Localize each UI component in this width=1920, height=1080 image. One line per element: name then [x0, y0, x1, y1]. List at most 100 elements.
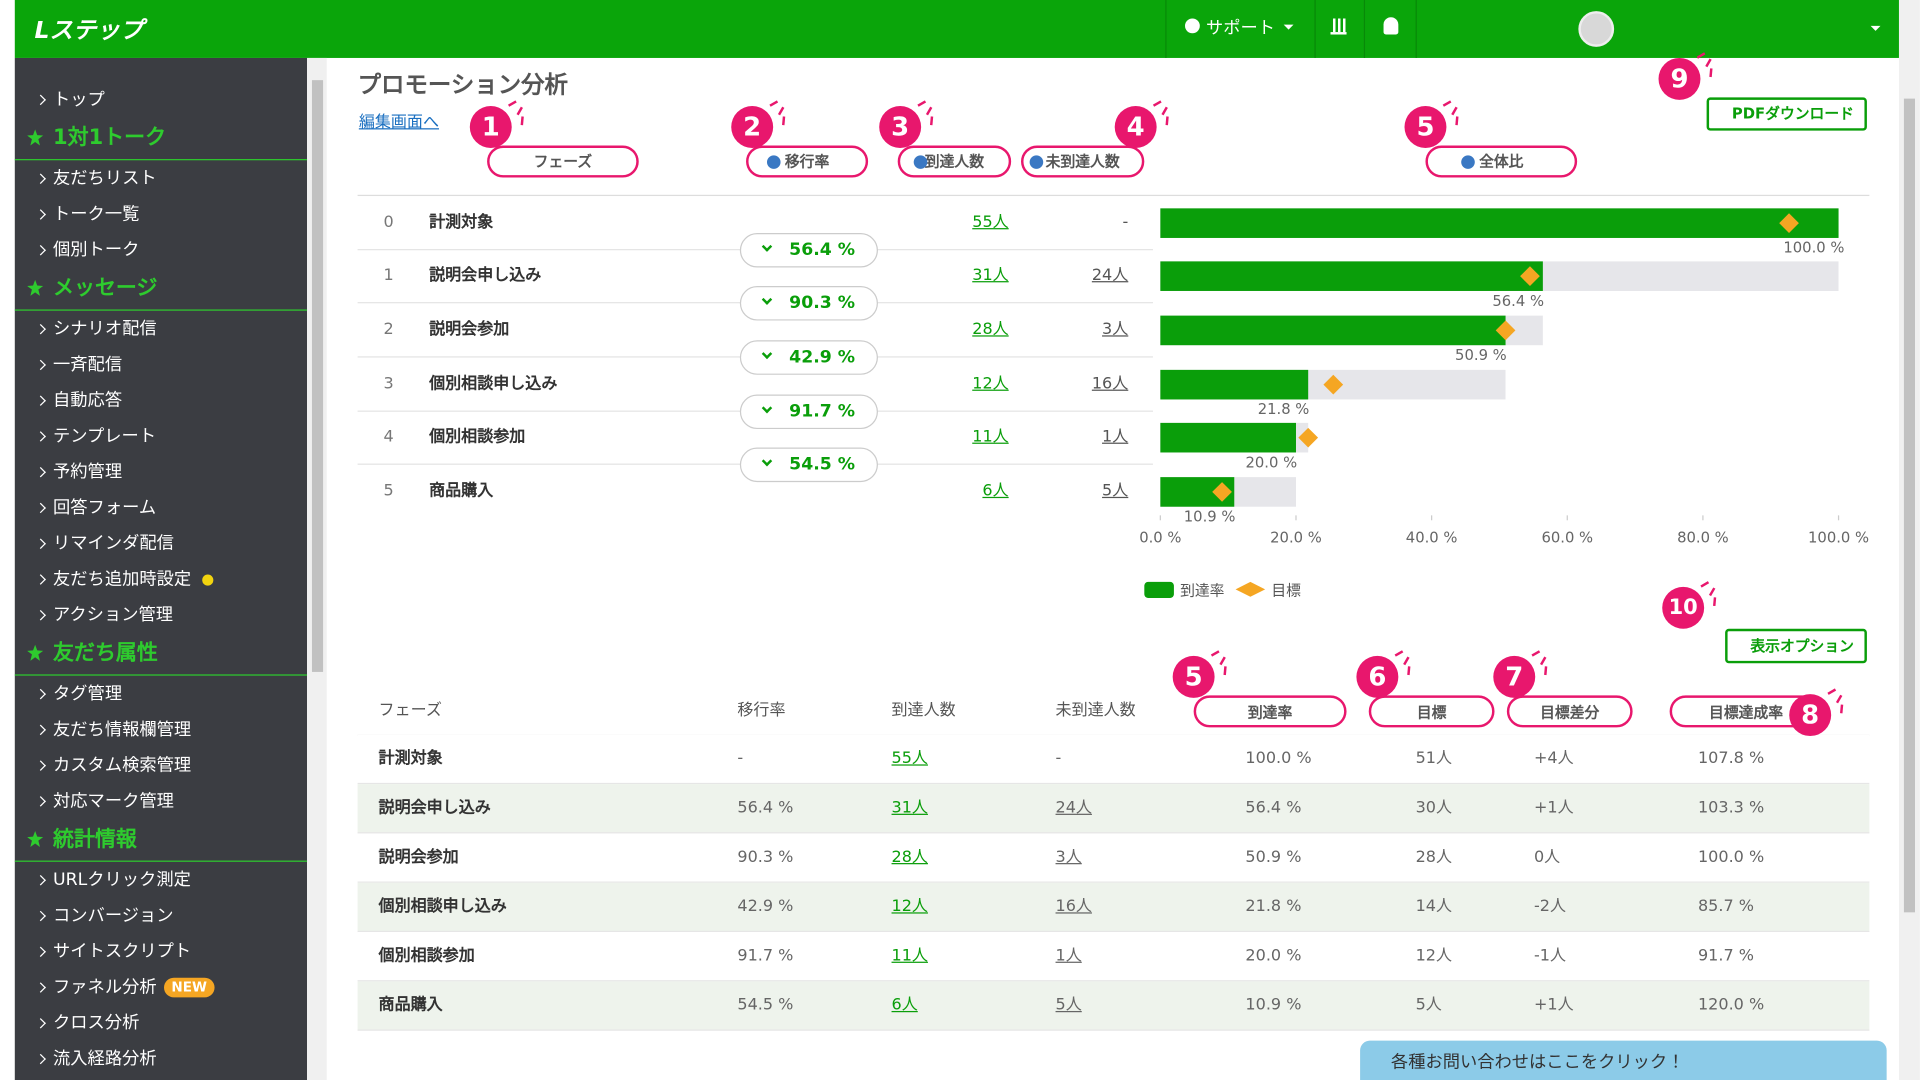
- callout-outline: [1368, 695, 1495, 728]
- cell-link[interactable]: 1人: [1055, 946, 1082, 966]
- phase-index: 0: [383, 213, 394, 232]
- cell: 50.9 %: [1245, 848, 1302, 867]
- nav-item[interactable]: 流入経路分析: [53, 1049, 157, 1069]
- cell-link[interactable]: 31人: [891, 798, 928, 818]
- x-tick-label: 60.0 %: [1541, 529, 1593, 546]
- pdf-button[interactable]: PDFダウンロード: [1706, 97, 1867, 131]
- reached-link[interactable]: 31人: [972, 266, 1009, 285]
- nav-item[interactable]: トップ: [53, 90, 105, 110]
- unreached-link[interactable]: 5人: [1102, 482, 1129, 501]
- unreached: -: [1122, 213, 1129, 232]
- unreached-link[interactable]: 1人: [1102, 427, 1129, 447]
- bar: [1160, 477, 1235, 507]
- transition-rate: 54.5 %: [789, 454, 856, 475]
- nav-item[interactable]: 予約管理: [53, 462, 123, 483]
- cell: -1人: [1533, 946, 1566, 966]
- nav-section[interactable]: メッセージ: [53, 276, 158, 301]
- nav-section[interactable]: 友だち属性: [53, 641, 158, 666]
- previous-bar: [1160, 369, 1506, 400]
- callout-badge: 5: [1172, 655, 1215, 698]
- reached-link[interactable]: 28人: [972, 320, 1009, 340]
- cell-link[interactable]: 55人: [891, 749, 928, 769]
- callout-spark: [516, 106, 523, 116]
- cell: 28人: [1415, 848, 1453, 867]
- support-menu[interactable]: サポート: [1205, 18, 1276, 39]
- scroll-thumb: [1903, 98, 1916, 913]
- table-header: 目標達成率: [1709, 703, 1784, 722]
- cell: 30人: [1415, 798, 1453, 818]
- status-dot: [202, 574, 214, 586]
- nav-item[interactable]: シナリオ配信: [53, 319, 157, 340]
- column-header: 全体比: [1479, 152, 1524, 171]
- cell-link[interactable]: 5人: [1055, 996, 1082, 1015]
- unreached-link[interactable]: 3人: [1102, 320, 1129, 340]
- transition-rate: 91.7 %: [789, 401, 856, 422]
- column-header: 到達人数: [924, 152, 985, 171]
- cell-link[interactable]: 11人: [891, 946, 928, 966]
- reached-link[interactable]: 11人: [972, 427, 1009, 447]
- nav-item[interactable]: クロス分析: [53, 1013, 140, 1034]
- reached-link[interactable]: 12人: [972, 374, 1009, 394]
- cell: 10.9 %: [1245, 996, 1302, 1015]
- cell-link[interactable]: 6人: [891, 996, 918, 1015]
- edit-link[interactable]: 編集画面へ: [358, 113, 440, 132]
- callout-spark: [1544, 666, 1548, 676]
- bar: [1160, 261, 1543, 291]
- nav-item[interactable]: サイトスクリプト: [53, 941, 192, 962]
- nav-item[interactable]: アクション管理: [53, 605, 174, 626]
- reached-link[interactable]: 55人: [972, 213, 1009, 232]
- target-marker: [1779, 213, 1799, 234]
- phase-name: 計測対象: [429, 213, 494, 232]
- cell: 計測対象: [378, 749, 443, 769]
- callout-spark: [925, 106, 933, 116]
- nav-item[interactable]: URLクリック測定: [53, 870, 191, 891]
- logo[interactable]: Lステップ: [34, 17, 144, 45]
- options-button[interactable]: 表示オプション: [1725, 628, 1867, 664]
- cell-link[interactable]: 12人: [891, 897, 928, 917]
- nav-item[interactable]: 友だちリスト: [53, 168, 157, 189]
- callout-spark: [1451, 106, 1458, 116]
- cell: 120.0 %: [1697, 996, 1765, 1015]
- cell-link[interactable]: 24人: [1055, 798, 1092, 818]
- x-tick-label: 0.0 %: [1139, 529, 1181, 546]
- cell: 100.0 %: [1245, 749, 1312, 769]
- callout-spark: [1210, 650, 1220, 657]
- callout-spark: [1700, 581, 1710, 588]
- cell: 説明会参加: [378, 848, 459, 867]
- nav-item[interactable]: テンプレート: [53, 426, 157, 447]
- caret[interactable]: [1870, 25, 1881, 31]
- unreached-link[interactable]: 16人: [1091, 374, 1129, 394]
- nav-item[interactable]: トーク一覧: [53, 204, 140, 225]
- nav-item[interactable]: タグ管理: [53, 684, 123, 704]
- nav-item[interactable]: 友だち追加時設定: [53, 569, 192, 590]
- legend-swatch: [1235, 581, 1266, 597]
- nav-item[interactable]: コンバージョン: [53, 906, 174, 926]
- unreached-link[interactable]: 24人: [1091, 266, 1129, 285]
- nav-item[interactable]: リマインダ配信: [53, 533, 174, 554]
- avatar[interactable]: [1578, 11, 1615, 47]
- callout-spark: [1455, 116, 1459, 126]
- nav-section[interactable]: 統計情報: [53, 827, 137, 852]
- chart-icon[interactable]: [1330, 18, 1347, 35]
- cell-link[interactable]: 3人: [1055, 848, 1082, 867]
- contact-tab[interactable]: 各種お問い合わせはここをクリック！: [1360, 1040, 1887, 1080]
- user-icon[interactable]: [1383, 17, 1399, 35]
- divider: [1314, 0, 1316, 58]
- nav-item[interactable]: カスタム検索管理: [53, 755, 192, 776]
- nav-item[interactable]: 回答フォーム: [53, 498, 157, 518]
- nav-section[interactable]: 1対1トーク: [53, 125, 167, 151]
- table-header: 未到達人数: [1055, 701, 1136, 721]
- reached-link[interactable]: 6人: [982, 482, 1009, 501]
- nav-item[interactable]: 自動応答: [53, 390, 123, 411]
- target-marker: [1298, 427, 1319, 448]
- nav-item[interactable]: 一斉配信: [53, 355, 123, 375]
- cell-link[interactable]: 16人: [1055, 897, 1092, 917]
- nav-item[interactable]: 友だち情報欄管理: [53, 720, 192, 740]
- cell: 42.9 %: [737, 897, 794, 917]
- nav-item[interactable]: 個別トーク: [53, 240, 140, 261]
- callout-badge: 6: [1356, 655, 1399, 698]
- nav-item[interactable]: ファネル分析: [53, 977, 157, 998]
- nav-item[interactable]: 対応マーク管理: [53, 791, 174, 812]
- cell-link[interactable]: 28人: [891, 848, 928, 867]
- caret: [1283, 24, 1294, 30]
